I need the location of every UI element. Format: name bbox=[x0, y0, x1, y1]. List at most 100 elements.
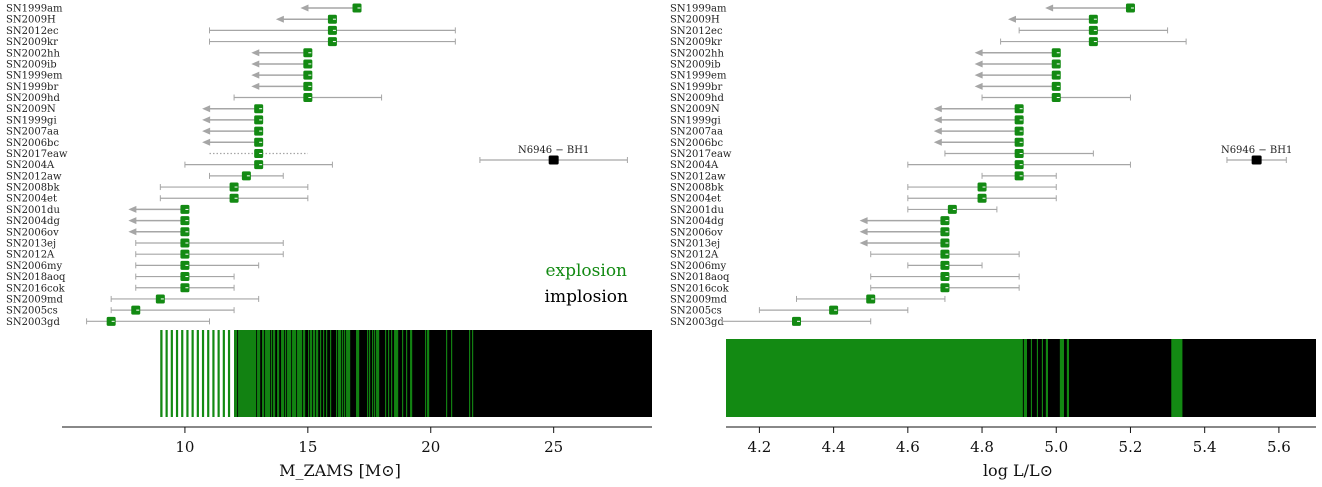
bh-label: N6946 − BH1 bbox=[1221, 145, 1292, 156]
explosion-line bbox=[268, 330, 270, 417]
x-tick-label: 5.0 bbox=[1044, 438, 1068, 456]
left-progenitor-points: SN1999amSN2009HSN2012ecSN2009krSN2002hhS… bbox=[6, 3, 628, 328]
explosion-line bbox=[1062, 339, 1064, 417]
progenitor-point: SN2006my bbox=[6, 260, 260, 272]
progenitor-point: SN2012aw bbox=[6, 171, 284, 182]
explosion-marker bbox=[303, 81, 313, 91]
explosion-line bbox=[338, 330, 340, 417]
arrow-head bbox=[251, 71, 260, 79]
progenitor-point: SN2009kr bbox=[6, 37, 456, 48]
sn-label: SN2009ib bbox=[670, 59, 721, 70]
explosion-band bbox=[1171, 339, 1183, 417]
explosion-marker bbox=[1051, 81, 1061, 91]
progenitor-point: SN2017eaw bbox=[670, 148, 1094, 160]
sn-label: SN2009md bbox=[670, 294, 728, 305]
explosion-marker bbox=[1088, 37, 1098, 47]
explosion-marker bbox=[1051, 70, 1061, 80]
explosion-line bbox=[258, 330, 260, 417]
explosion-line bbox=[340, 330, 342, 417]
explosion-line bbox=[242, 330, 244, 417]
bh-label: N6946 − BH1 bbox=[518, 145, 589, 156]
explosion-line bbox=[385, 330, 387, 417]
progenitor-point: SN2009N bbox=[670, 104, 1024, 115]
sn-label: SN2006ov bbox=[6, 227, 59, 238]
explosion-line bbox=[269, 330, 271, 417]
progenitor-point: SN2006ov bbox=[670, 227, 950, 238]
explosion-line bbox=[1066, 339, 1068, 417]
explosion-line bbox=[160, 330, 163, 417]
explosion-marker bbox=[792, 316, 802, 326]
left-outcome-strip bbox=[160, 330, 653, 417]
sn-label: SN2009kr bbox=[6, 37, 58, 48]
explosion-marker bbox=[180, 216, 190, 226]
explosion-marker bbox=[180, 238, 190, 248]
arrow-head bbox=[202, 127, 211, 135]
explosion-line bbox=[1030, 339, 1032, 417]
explosion-line bbox=[196, 330, 199, 417]
explosion-marker bbox=[131, 305, 141, 315]
sn-label: SN2009H bbox=[670, 15, 720, 26]
arrow-head bbox=[202, 116, 211, 124]
progenitor-point: SN2007aa bbox=[670, 126, 1024, 138]
arrow-head bbox=[251, 82, 260, 90]
explosion-line bbox=[282, 330, 284, 417]
sn-label: SN2017eaw bbox=[670, 149, 732, 160]
explosion-line bbox=[301, 330, 303, 417]
arrow-head bbox=[933, 116, 942, 124]
explosion-line bbox=[313, 330, 315, 417]
explosion-line bbox=[300, 330, 302, 417]
x-tick-label: 4.6 bbox=[896, 438, 920, 456]
explosion-line bbox=[348, 330, 350, 417]
explosion-line bbox=[372, 330, 374, 417]
explosion-line bbox=[374, 330, 376, 417]
explosion-line bbox=[217, 330, 220, 417]
sn-label: SN2009hd bbox=[670, 93, 724, 104]
explosion-line bbox=[377, 330, 379, 417]
progenitor-point: SN2009ib bbox=[6, 59, 313, 70]
explosion-line bbox=[243, 330, 245, 417]
explosion-line bbox=[1067, 339, 1069, 417]
progenitor-point: SN2002hh bbox=[6, 48, 313, 59]
explosion-line bbox=[293, 330, 295, 417]
arrow-head bbox=[974, 71, 983, 79]
left-x-axis: 10 15 20 25 bbox=[62, 426, 652, 456]
bh-candidate: N6946 − BH1 bbox=[479, 145, 628, 165]
x-tick-label: 5.2 bbox=[1119, 438, 1143, 456]
progenitor-point: SN2004dg bbox=[6, 216, 190, 227]
explosion-marker bbox=[1088, 14, 1098, 24]
explosion-line bbox=[410, 330, 412, 417]
explosion-line bbox=[253, 330, 255, 417]
explosion-line bbox=[241, 330, 243, 417]
progenitor-point: SN2012aw bbox=[670, 171, 1057, 182]
explosion-marker bbox=[866, 294, 876, 304]
sn-label: SN1999gi bbox=[6, 115, 57, 126]
sn-label: SN1999em bbox=[670, 71, 727, 82]
explosion-line bbox=[181, 330, 184, 417]
arrow-head bbox=[933, 138, 942, 146]
progenitor-point: SN2005cs bbox=[6, 305, 235, 317]
explosion-line bbox=[1024, 339, 1026, 417]
sn-label: SN2006bc bbox=[670, 138, 723, 149]
right-progenitor-points: SN1999amSN2009HSN2012ecSN2009krSN2002hhS… bbox=[670, 3, 1292, 328]
explosion-line bbox=[1046, 339, 1048, 417]
x-tick-label: 25 bbox=[544, 438, 563, 456]
explosion-line bbox=[288, 330, 290, 417]
explosion-line bbox=[1045, 339, 1047, 417]
explosion-line bbox=[1041, 339, 1043, 417]
explosion-marker bbox=[254, 148, 264, 158]
explosion-marker bbox=[180, 260, 190, 270]
explosion-line bbox=[247, 330, 249, 417]
explosion-line bbox=[292, 330, 294, 417]
explosion-marker bbox=[254, 126, 264, 136]
sn-label: SN2016cok bbox=[670, 283, 730, 294]
explosion-line bbox=[391, 330, 393, 417]
sn-label: SN2018aoq bbox=[6, 272, 66, 283]
bh-candidate: N6946 − BH1 bbox=[1221, 145, 1292, 165]
explosion-line bbox=[255, 330, 257, 417]
explosion-line bbox=[317, 330, 319, 417]
explosion-line bbox=[278, 330, 280, 417]
explosion-line bbox=[323, 330, 325, 417]
explosion-line bbox=[308, 330, 310, 417]
progenitor-point: SN2012ec bbox=[6, 25, 456, 37]
